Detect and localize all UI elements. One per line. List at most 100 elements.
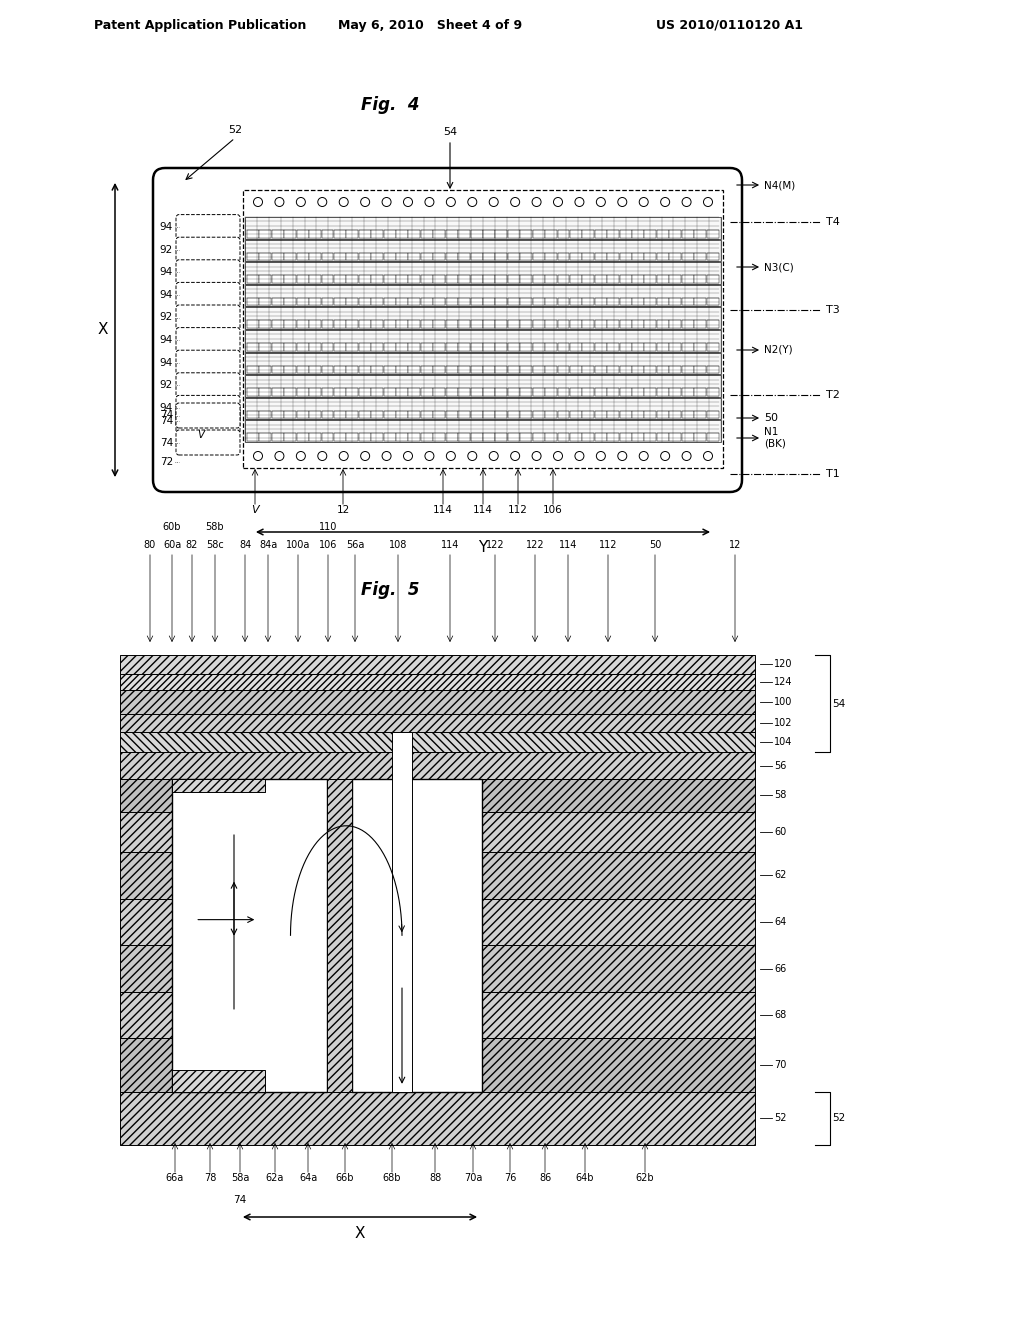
Bar — [458, 343, 470, 351]
Bar — [297, 275, 308, 282]
Text: 106: 106 — [543, 506, 563, 515]
Bar — [532, 388, 545, 396]
Bar — [247, 298, 259, 305]
Bar — [670, 321, 681, 327]
Text: X: X — [354, 1225, 366, 1241]
Bar — [607, 366, 620, 374]
Bar — [508, 298, 520, 305]
Text: 78: 78 — [204, 1173, 216, 1183]
Bar — [496, 275, 507, 282]
Bar — [285, 275, 296, 282]
Bar — [346, 388, 358, 396]
Text: N1
(BK): N1 (BK) — [764, 428, 785, 449]
Bar — [285, 433, 296, 441]
Bar — [409, 298, 421, 305]
Bar — [120, 655, 755, 673]
Bar — [334, 388, 346, 396]
Bar — [644, 366, 656, 374]
Bar — [259, 343, 271, 351]
Bar — [632, 411, 644, 418]
Bar — [656, 252, 669, 260]
Bar — [520, 252, 532, 260]
Bar — [421, 298, 433, 305]
Bar — [483, 275, 495, 282]
Bar — [309, 321, 322, 327]
Bar — [120, 1039, 755, 1092]
FancyBboxPatch shape — [176, 282, 240, 308]
Bar — [496, 321, 507, 327]
Bar — [346, 275, 358, 282]
Bar — [396, 433, 408, 441]
Text: 50: 50 — [764, 413, 778, 422]
Text: 110: 110 — [318, 521, 337, 532]
Bar — [445, 433, 458, 441]
Bar — [632, 433, 644, 441]
Bar — [409, 230, 421, 238]
Bar — [632, 343, 644, 351]
Bar — [309, 366, 322, 374]
Bar — [583, 366, 594, 374]
Bar — [297, 252, 308, 260]
Text: 54: 54 — [443, 127, 457, 137]
Bar — [583, 321, 594, 327]
Text: 92: 92 — [160, 244, 173, 255]
Bar — [433, 321, 445, 327]
Text: May 6, 2010   Sheet 4 of 9: May 6, 2010 Sheet 4 of 9 — [338, 18, 522, 32]
Bar — [520, 321, 532, 327]
Bar — [334, 321, 346, 327]
Bar — [285, 388, 296, 396]
Bar — [694, 343, 707, 351]
Bar — [496, 366, 507, 374]
Bar — [421, 388, 433, 396]
Text: 84a: 84a — [259, 540, 278, 550]
Bar — [520, 343, 532, 351]
Bar — [496, 252, 507, 260]
Text: 94: 94 — [160, 335, 173, 345]
Bar — [496, 298, 507, 305]
Bar — [483, 366, 495, 374]
Bar — [358, 343, 371, 351]
Bar — [682, 230, 693, 238]
Bar — [508, 230, 520, 238]
Bar — [346, 321, 358, 327]
Bar — [620, 298, 632, 305]
Bar — [384, 433, 395, 441]
Bar — [682, 433, 693, 441]
Text: 70: 70 — [774, 1060, 786, 1071]
Bar — [358, 230, 371, 238]
Bar — [297, 388, 308, 396]
Bar — [297, 343, 308, 351]
Bar — [384, 275, 395, 282]
Bar — [557, 343, 569, 351]
Bar — [532, 411, 545, 418]
Bar — [644, 252, 656, 260]
Bar — [545, 433, 557, 441]
Text: 66a: 66a — [166, 1173, 184, 1183]
Text: Fig.  4: Fig. 4 — [360, 96, 419, 114]
Bar — [557, 275, 569, 282]
Bar — [346, 433, 358, 441]
Bar — [247, 321, 259, 327]
Bar — [532, 433, 545, 441]
Bar — [570, 366, 582, 374]
Bar — [458, 388, 470, 396]
Bar — [694, 275, 707, 282]
FancyBboxPatch shape — [176, 305, 240, 330]
Bar — [707, 411, 719, 418]
Text: 94: 94 — [160, 267, 173, 277]
Bar — [632, 298, 644, 305]
Bar — [409, 321, 421, 327]
Bar — [120, 714, 755, 733]
Text: 100a: 100a — [286, 540, 310, 550]
Bar — [682, 366, 693, 374]
Bar — [172, 779, 327, 1092]
Bar — [271, 411, 284, 418]
Bar — [396, 252, 408, 260]
Bar — [707, 343, 719, 351]
Bar — [607, 321, 620, 327]
Bar — [384, 321, 395, 327]
Bar — [372, 411, 383, 418]
Bar — [309, 343, 322, 351]
Bar — [644, 411, 656, 418]
Bar — [656, 321, 669, 327]
